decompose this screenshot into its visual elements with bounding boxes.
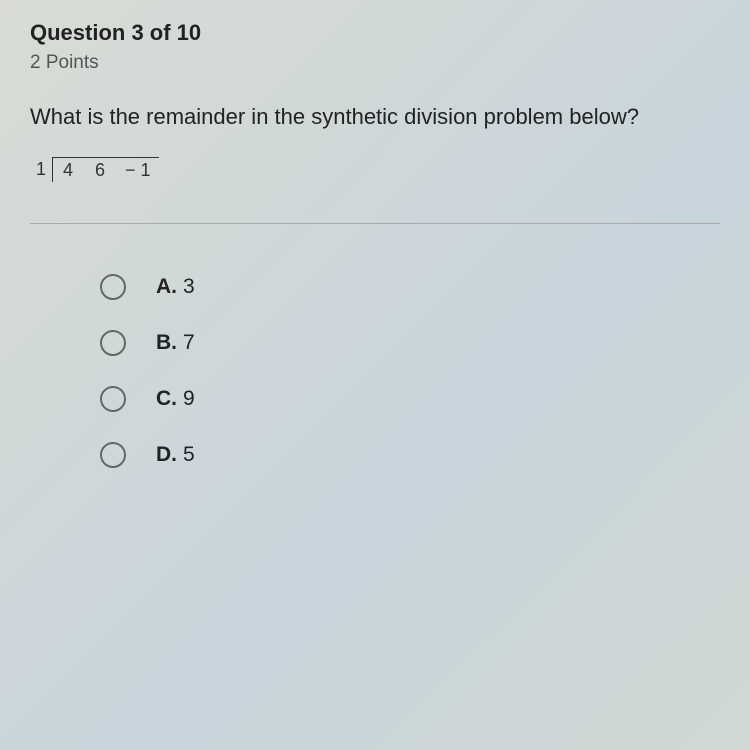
option-label: A. 3: [156, 275, 195, 299]
option-value: 7: [183, 331, 195, 354]
option-value: 9: [183, 387, 195, 410]
option-label: C. 9: [156, 387, 195, 411]
option-letter: D.: [156, 443, 177, 466]
option-letter: B.: [156, 331, 177, 354]
option-d[interactable]: D. 5: [100, 442, 720, 468]
radio-icon[interactable]: [100, 386, 126, 412]
coefficient: − 1: [125, 160, 151, 181]
option-a[interactable]: A. 3: [100, 274, 720, 300]
option-b[interactable]: B. 7: [100, 330, 720, 356]
option-label: D. 5: [156, 443, 195, 467]
option-label: B. 7: [156, 331, 195, 355]
radio-icon[interactable]: [100, 274, 126, 300]
divisor: 1: [34, 157, 53, 182]
option-value: 5: [183, 443, 195, 466]
points-label: 2 Points: [30, 52, 720, 74]
question-header: Question 3 of 10: [30, 20, 720, 46]
option-value: 3: [183, 275, 195, 298]
coefficients-row: 4 6 − 1: [53, 157, 159, 183]
options-list: A. 3 B. 7 C. 9 D. 5: [30, 274, 720, 468]
option-letter: C.: [156, 387, 177, 410]
option-c[interactable]: C. 9: [100, 386, 720, 412]
coefficient: 6: [93, 160, 107, 181]
question-text: What is the remainder in the synthetic d…: [30, 102, 720, 133]
radio-icon[interactable]: [100, 330, 126, 356]
option-letter: A.: [156, 275, 177, 298]
coefficient: 4: [61, 160, 75, 181]
divider: [30, 223, 720, 224]
synthetic-division-display: 1 4 6 − 1: [34, 157, 159, 183]
radio-icon[interactable]: [100, 442, 126, 468]
